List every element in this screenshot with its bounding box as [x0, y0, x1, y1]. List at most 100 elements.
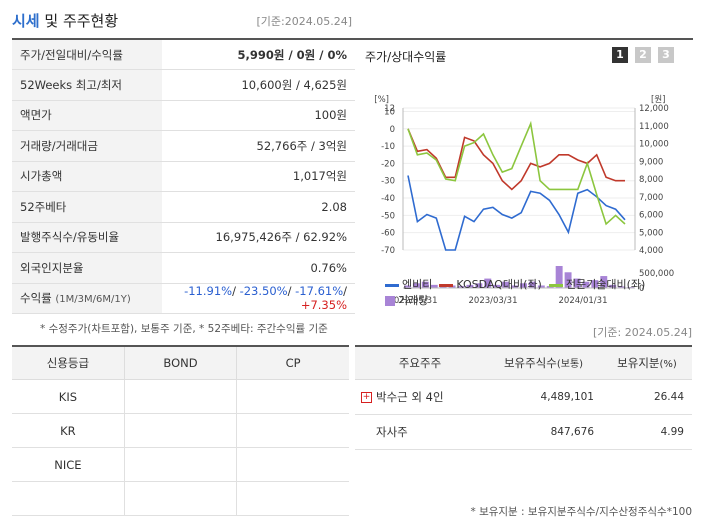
- chart-page-3-button[interactable]: 3: [658, 47, 674, 63]
- returns-periods: (1M/3M/6M/1Y): [55, 294, 131, 306]
- summary-label: 발행주식수/유동비율: [12, 222, 162, 253]
- asof-date: [기준:2024.05.24]: [256, 15, 352, 28]
- credit-cell: NICE: [12, 447, 125, 482]
- summary-value: 2.08: [162, 191, 355, 223]
- holders-header-shares-unit: (보통): [556, 359, 584, 370]
- summary-label: 52주베타: [12, 191, 162, 223]
- left-unit-label: [%]: [374, 95, 389, 105]
- legend-sector: 전문기술대비(좌): [565, 278, 646, 291]
- credit-header-cp: CP: [236, 346, 349, 380]
- summary-row: 액면가 100원: [12, 100, 355, 131]
- summary-row-returns: 수익률 (1M/3M/6M/1Y) -11.91%/ -23.50%/ -17.6…: [12, 283, 355, 314]
- summary-label: 외국인지분율: [12, 252, 162, 284]
- right-tick-label: 7,000: [639, 193, 663, 203]
- holder-pct: 26.44: [602, 379, 692, 415]
- credit-cell: [236, 447, 349, 482]
- right-tick-label: 4,000: [639, 246, 663, 256]
- summary-row: 시가총액 1,017억원: [12, 161, 355, 192]
- left-tick-label: -60: [381, 229, 395, 239]
- holders-header-pct-label: 보유지분: [617, 356, 660, 370]
- left-tick-label: -20: [381, 159, 395, 169]
- chart-page-1-button[interactable]: 1: [612, 47, 628, 63]
- credit-cell: [236, 379, 349, 414]
- credit-cell: [123, 447, 237, 482]
- summary-footnote: * 수정주가(차트포함), 보통주 기준, * 52주베타: 주간수익률 기준: [40, 323, 328, 335]
- summary-row: 52주베타 2.08: [12, 191, 355, 223]
- series-line-2: [407, 120, 626, 226]
- return-value: -23.50%: [239, 284, 288, 299]
- summary-label: 52Weeks 최고/최저: [12, 69, 162, 101]
- left-tick-label: -50: [381, 211, 395, 221]
- credit-row: KIS: [12, 379, 349, 414]
- holders-header-shares: 보유주식수(보통): [485, 346, 602, 380]
- holder-row: + 박수근 외 4인 4,489,101 26.44: [355, 379, 692, 415]
- volume-bar: [502, 281, 510, 288]
- volume-bar: [475, 283, 483, 288]
- holder-pct: 4.99: [602, 414, 692, 450]
- volume-bar: [430, 284, 438, 288]
- x-tick-label: 2024/01/31: [559, 296, 608, 306]
- returns-label: 수익률 (1M/3M/6M/1Y): [12, 283, 162, 314]
- right-tick-label: 9,000: [639, 157, 663, 167]
- volume-bar: [618, 286, 626, 288]
- volume-bar: [546, 286, 554, 288]
- credit-header-rating: 신용등급: [12, 346, 125, 380]
- return-value: -17.61%: [295, 284, 344, 299]
- legend-swatch-kosdaq: [439, 283, 454, 287]
- page-title: 시세 및 주주현황: [12, 10, 118, 31]
- summary-value: 1,017억원: [162, 161, 355, 192]
- price-summary-table: 주가/전일대비/수익률 5,990원 / 0원 / 0% 52Weeks 최고/최저…: [12, 38, 355, 314]
- summary-label: 액면가: [12, 100, 162, 131]
- credit-cell: [236, 413, 349, 448]
- summary-label: 시가총액: [12, 161, 162, 192]
- volume-bar: [591, 280, 599, 288]
- holders-header-name: 주요주주: [355, 346, 485, 380]
- chart-page-2-button[interactable]: 2: [635, 47, 651, 63]
- right-unit-label: [원]: [651, 95, 665, 105]
- holders-header-pct-unit: (%): [659, 359, 677, 370]
- volume-bar: [573, 278, 581, 288]
- series-line-0: [407, 175, 626, 251]
- summary-row: 거래량/거래대금 52,766주 / 3억원: [12, 130, 355, 162]
- summary-label: 주가/전일대비/수익률: [12, 39, 162, 70]
- volume-bar: [564, 272, 572, 288]
- expand-icon[interactable]: +: [361, 392, 372, 403]
- holder-shares: 847,676: [485, 414, 602, 450]
- x-tick-label: 2023/03/31: [469, 296, 518, 306]
- summary-value: 0.76%: [162, 252, 355, 284]
- left-tick-label: -40: [381, 194, 395, 204]
- credit-row: KR: [12, 413, 349, 448]
- holders-header-shares-label: 보유주식수: [503, 356, 557, 370]
- return-value: +7.35%: [300, 298, 347, 313]
- legend-nbt: 엔비티: [402, 278, 433, 291]
- right-tick-label: 8,000: [639, 175, 663, 185]
- holder-name-text: 박수근 외 4인: [376, 390, 444, 404]
- right-tick-label: 10,000: [639, 140, 669, 150]
- right-tick-label: 5,000: [639, 228, 663, 238]
- legend-volume: 거래량: [398, 294, 429, 307]
- summary-value: 100원: [162, 100, 355, 131]
- right-tick-label: 6,000: [639, 211, 663, 221]
- left-tick-label: 10: [384, 107, 395, 117]
- left-tick-label: -70: [381, 246, 395, 256]
- right-tick-label: 12,000: [639, 104, 669, 114]
- left-tick-label: -30: [381, 177, 395, 187]
- volume-bar: [412, 283, 420, 288]
- holder-row: 자사주 847,676 4.99: [355, 414, 692, 450]
- volume-bar: [448, 285, 456, 288]
- credit-cell: [12, 481, 125, 516]
- holders-header-pct: 보유지분(%): [602, 346, 692, 380]
- volume-bar: [511, 285, 518, 288]
- legend-swatch-volume: [385, 296, 395, 306]
- volume-tick-label: 0: [639, 284, 644, 294]
- volume-bar: [520, 283, 527, 288]
- volume-bar: [600, 276, 608, 288]
- holder-name[interactable]: + 박수근 외 4인: [355, 379, 485, 415]
- legend-kosdaq: KOSDAQ대비(좌): [456, 278, 542, 291]
- volume-bar: [404, 285, 411, 288]
- left-tick-label: -10: [381, 142, 395, 152]
- summary-value: 10,600원 / 4,625원: [162, 69, 355, 101]
- x-tick-label: 2022/05/31: [389, 296, 438, 306]
- credit-cell: [123, 481, 237, 516]
- chart-panel: 주가/상대수익률 1 2 3 12 10 0 -10 -20 -30 -40 -50 -60 -7…: [355, 38, 693, 314]
